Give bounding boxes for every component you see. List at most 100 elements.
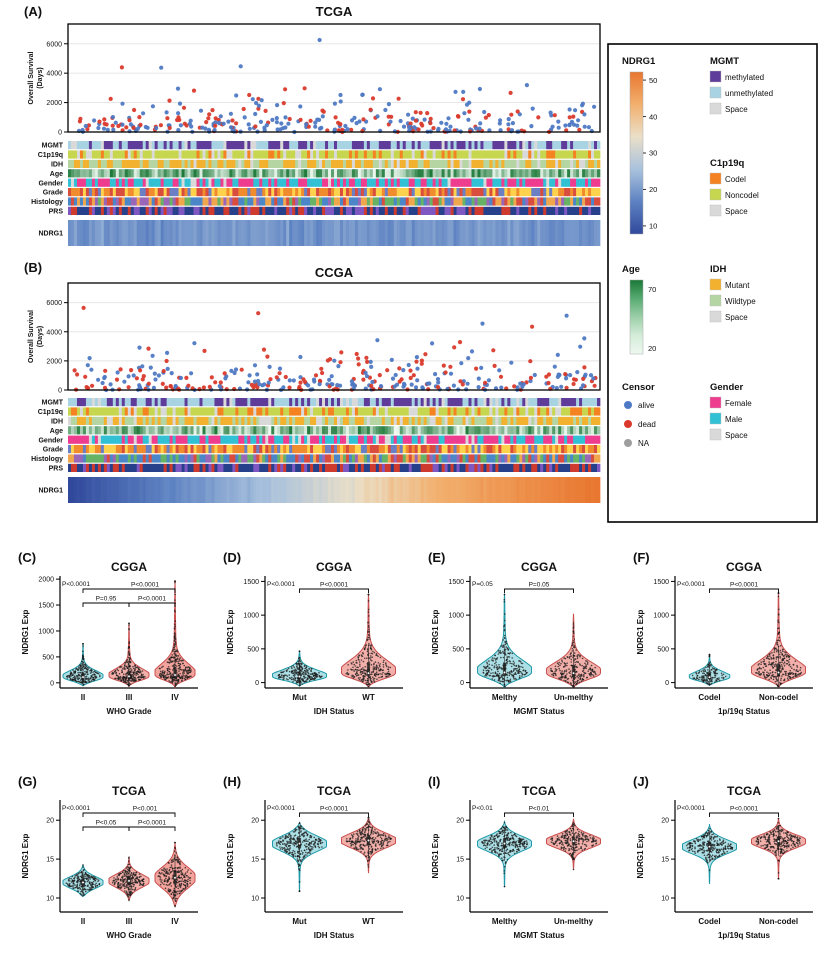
alive-point — [85, 363, 90, 368]
alive-point — [370, 379, 375, 385]
track-prs — [68, 463, 601, 472]
alive-point — [159, 65, 164, 70]
panel-label: (G) — [18, 774, 37, 789]
alive-point — [176, 111, 181, 116]
panel-title: CGGA — [316, 560, 352, 574]
violin-points — [755, 817, 801, 880]
dead-point — [287, 116, 292, 122]
dead-point — [164, 358, 169, 364]
alive-point — [518, 381, 523, 386]
alive-point — [257, 382, 262, 387]
censor-item-swatch — [624, 420, 632, 428]
alive-point — [153, 377, 158, 382]
censor-item-label: alive — [638, 401, 655, 410]
alive-point — [154, 126, 159, 131]
track-label-ndrg1: NDRG1 — [38, 231, 63, 238]
violin-median — [777, 671, 780, 674]
dead-point — [528, 375, 534, 380]
panel-label: (E) — [428, 550, 445, 565]
alive-point — [320, 114, 325, 119]
alive-point — [332, 101, 337, 106]
alive-point — [524, 83, 530, 88]
alive-point — [278, 127, 283, 132]
dead-point — [222, 371, 227, 376]
alive-point — [555, 352, 560, 357]
track-label: Gender — [38, 437, 63, 444]
alive-point — [317, 382, 322, 387]
c1p19q-item-swatch — [709, 172, 722, 185]
legend-title-mgmt: MGMT — [710, 56, 739, 67]
alive-point — [591, 376, 596, 381]
alive-point — [253, 111, 258, 117]
violin-median — [503, 671, 506, 674]
alive-point — [352, 115, 357, 120]
x-category-label: WT — [362, 917, 375, 926]
x-category-label: Mut — [292, 693, 307, 702]
track-prs — [68, 206, 601, 215]
dead-point — [209, 375, 214, 380]
alive-point — [433, 372, 438, 377]
alive-point — [575, 123, 580, 128]
y-tick-label: 10 — [251, 896, 259, 903]
dead-point — [263, 108, 268, 113]
dead-point — [567, 115, 572, 120]
dead-point — [441, 363, 446, 368]
dead-point — [85, 386, 91, 391]
alive-point — [477, 86, 482, 92]
y-tick-label: 15 — [661, 857, 669, 864]
dead-point — [365, 359, 370, 364]
alive-point — [120, 101, 125, 106]
alive-point — [478, 121, 483, 126]
dead-point — [298, 117, 303, 122]
alive-point — [327, 377, 332, 382]
dead-point — [361, 377, 366, 382]
dead-point — [377, 373, 382, 378]
alive-point — [216, 120, 222, 126]
violin-points — [345, 593, 392, 688]
y-tick-label: 4000 — [46, 71, 62, 78]
y-tick-label: 1000 — [243, 613, 259, 620]
dead-point — [397, 366, 402, 371]
alive-point — [298, 104, 303, 109]
alive-point — [461, 379, 466, 384]
track-age — [68, 169, 601, 178]
dead-point — [119, 65, 124, 70]
alive-point — [286, 121, 291, 126]
y-tick-label: 0 — [50, 680, 54, 687]
alive-point — [122, 379, 127, 384]
dead-point — [138, 368, 143, 373]
panel-title: TCGA — [112, 784, 146, 798]
alive-point — [169, 371, 174, 376]
alive-point — [389, 357, 394, 362]
alive-point — [573, 108, 578, 113]
dead-point — [512, 384, 517, 389]
alive-point — [128, 122, 133, 127]
corner-pvalue: P<0.0001 — [267, 581, 295, 588]
alive-point — [138, 387, 143, 392]
panel-label: (D) — [223, 550, 241, 565]
alive-point — [96, 377, 101, 382]
alive-point — [439, 120, 444, 125]
alive-point — [177, 101, 183, 106]
track-label: IDH — [51, 419, 63, 426]
dead-point — [467, 109, 472, 114]
dead-point — [413, 118, 419, 123]
alive-point — [156, 373, 161, 378]
alive-point — [313, 120, 318, 125]
panel-title: CGGA — [111, 560, 147, 574]
dead-point — [158, 123, 163, 128]
alive-point — [487, 128, 492, 133]
alive-point — [312, 379, 317, 384]
violin-median — [298, 842, 301, 845]
alive-point — [270, 117, 275, 122]
alive-point — [165, 366, 170, 371]
legend-title-c1p19q: C1p19q — [710, 158, 745, 169]
dead-point — [385, 368, 390, 373]
significance-bracket — [709, 812, 779, 817]
alive-point — [466, 117, 471, 122]
y-tick-label: 500 — [657, 646, 669, 653]
alive-point — [555, 374, 561, 379]
dead-point — [522, 129, 527, 134]
alive-point — [575, 370, 580, 375]
